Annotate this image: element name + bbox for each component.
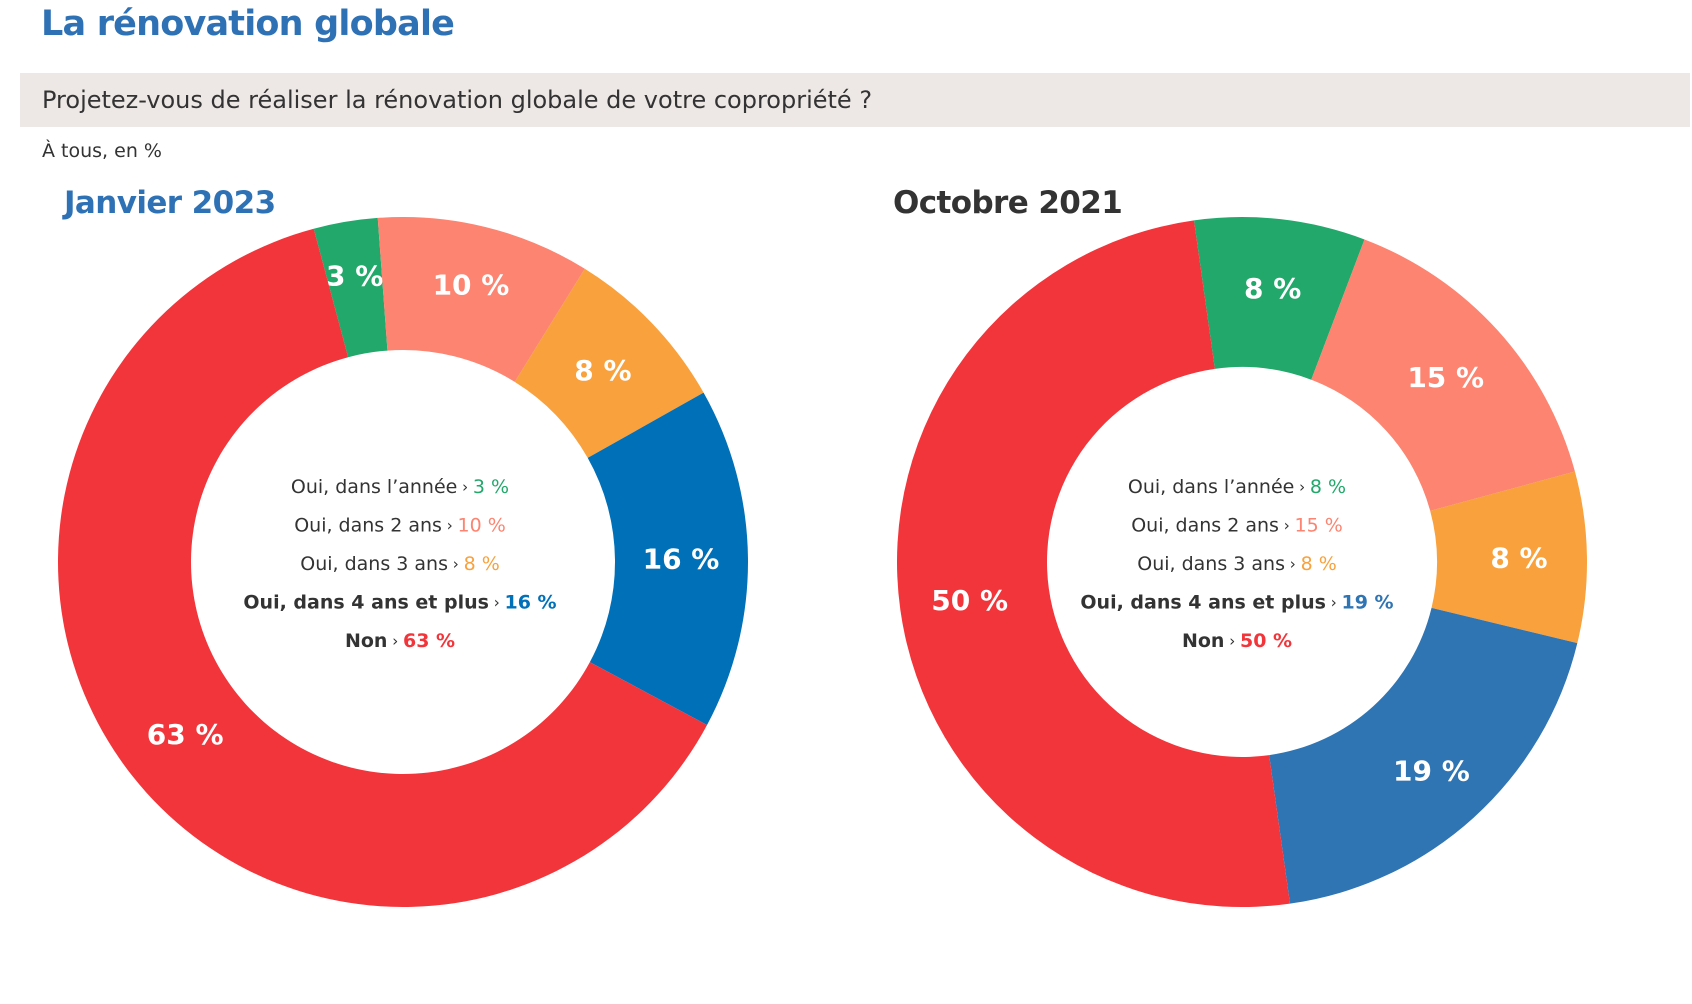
donut-slice (1311, 239, 1575, 511)
chevron-right-icon: › (387, 632, 403, 650)
donut-slice (514, 268, 704, 458)
slice-value-label: 8 % (574, 354, 631, 387)
chevron-right-icon: › (1326, 594, 1342, 612)
chart-title-octobre-2021: Octobre 2021 (893, 185, 1123, 221)
chevron-right-icon: › (489, 594, 505, 612)
base-note: À tous, en % (42, 140, 162, 162)
slice-value-label: 10 % (433, 269, 510, 302)
legend-value: 19 % (1342, 592, 1394, 614)
legend-category: Non (345, 630, 387, 652)
chevron-right-icon: › (442, 517, 458, 535)
legend-item: Oui, dans l’année › 3 % (291, 476, 509, 498)
legend-item: Oui, dans 3 ans › 8 % (300, 553, 500, 575)
legend-item: Oui, dans 2 ans › 15 % (1131, 515, 1343, 537)
slice-value-label: 63 % (147, 718, 224, 751)
chevron-right-icon: › (1285, 555, 1301, 573)
legend-value: 15 % (1295, 515, 1343, 537)
chevron-right-icon: › (1224, 632, 1240, 650)
slice-value-label: 15 % (1407, 361, 1484, 394)
legend-category: Oui, dans l’année (1128, 476, 1294, 498)
legend-item: Oui, dans 2 ans › 10 % (294, 515, 506, 537)
legend-category: Oui, dans l’année (291, 476, 457, 498)
donut-slice (57, 228, 708, 908)
slice-value-label: 19 % (1393, 754, 1470, 787)
legend-category: Non (1182, 630, 1224, 652)
question-banner: Projetez-vous de réaliser la rénovation … (20, 73, 1690, 127)
donut-chart-0: 3 % 10 %8 %16 %63 %Oui, dans l’année › 3 … (57, 217, 748, 908)
legend-item: Oui, dans 4 ans et plus › 19 % (1080, 592, 1393, 614)
question-text: Projetez-vous de réaliser la rénovation … (42, 86, 873, 114)
chevron-right-icon: › (1279, 517, 1295, 535)
chevron-right-icon: › (457, 478, 473, 496)
donut-slice (1430, 471, 1587, 644)
legend-category: Oui, dans 3 ans (300, 553, 448, 575)
legend-value: 8 % (464, 553, 500, 575)
slice-value-label: 3 % (326, 260, 383, 293)
legend-value: 8 % (1310, 476, 1346, 498)
legend-value: 63 % (403, 630, 455, 652)
legend-item: Non › 63 % (345, 630, 455, 652)
donut-slice (587, 392, 748, 726)
legend-item: Non › 50 % (1182, 630, 1292, 652)
legend-category: Oui, dans 4 ans et plus (243, 592, 489, 614)
legend-value: 8 % (1301, 553, 1337, 575)
legend-value: 10 % (458, 515, 506, 537)
legend-value: 50 % (1240, 630, 1292, 652)
chevron-right-icon: › (448, 555, 464, 573)
legend-category: Oui, dans 2 ans (1131, 515, 1279, 537)
legend-item: Oui, dans 4 ans et plus › 16 % (243, 592, 556, 614)
donut-slice (313, 217, 388, 358)
donut-slice (1193, 216, 1365, 380)
donut-slice (377, 217, 585, 382)
legend-category: Oui, dans 2 ans (294, 515, 442, 537)
legend-category: Oui, dans 4 ans et plus (1080, 592, 1326, 614)
donut-slice (897, 220, 1291, 907)
page-title: La rénovation globale (41, 4, 455, 44)
legend-value: 16 % (505, 592, 557, 614)
chart-title-janvier-2023: Janvier 2023 (64, 185, 276, 221)
slice-value-label: 50 % (931, 584, 1008, 617)
chevron-right-icon: › (1294, 478, 1310, 496)
donut-slice (1269, 607, 1578, 904)
donut-chart-1: 8 %15 %8 %19 %50 %Oui, dans l’année › 8 … (897, 216, 1587, 907)
legend-item: Oui, dans l’année › 8 % (1128, 476, 1346, 498)
slice-value-label: 8 % (1244, 272, 1301, 305)
legend-category: Oui, dans 3 ans (1137, 553, 1285, 575)
legend-value: 3 % (473, 476, 509, 498)
slice-value-label: 8 % (1490, 542, 1547, 575)
legend-item: Oui, dans 3 ans › 8 % (1137, 553, 1337, 575)
slice-value-label: 16 % (643, 543, 720, 576)
